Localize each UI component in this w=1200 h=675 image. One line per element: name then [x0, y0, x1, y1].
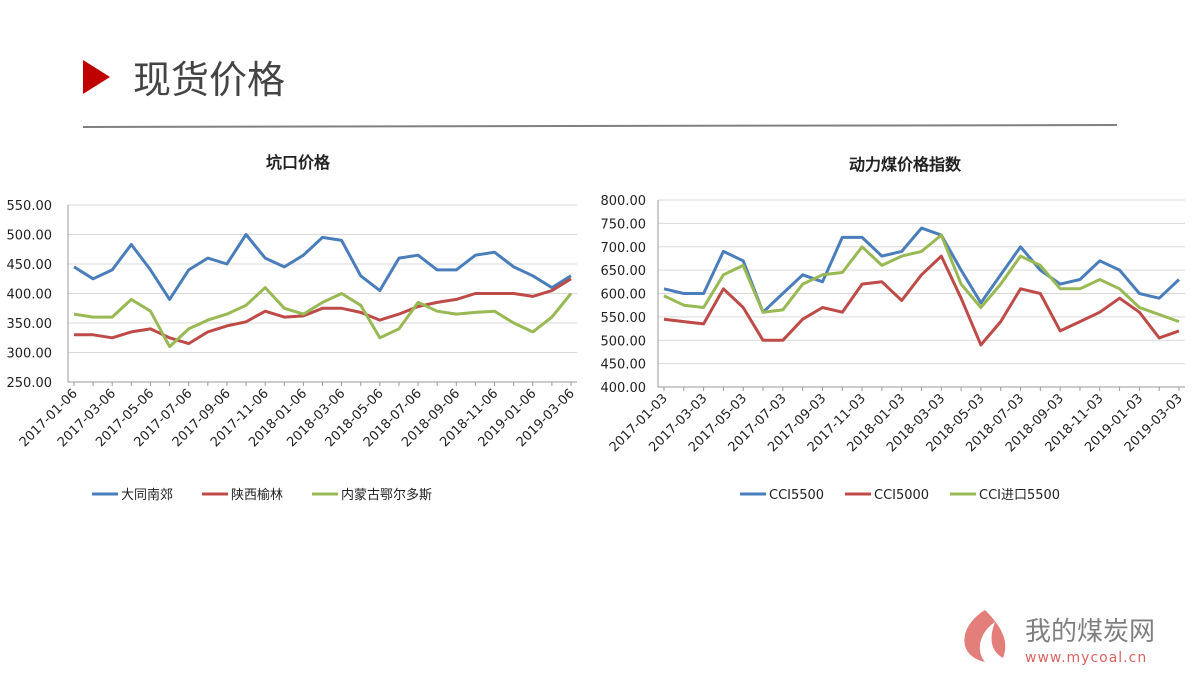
slide-title: 现货价格: [133, 58, 285, 102]
legend-label: 内蒙古鄂尔多斯: [341, 487, 432, 503]
y-tick-label: 300.00: [7, 347, 53, 362]
series-line: [663, 233, 1180, 324]
title-rule: [82, 124, 1118, 128]
chart: 动力煤价格指数 400.00 450.00 500.00 550.00 600.00 650…: [601, 155, 1186, 503]
series-line: [74, 277, 572, 346]
y-tick-label: 400.00: [7, 288, 53, 303]
y-tick-label: 550.00: [601, 311, 647, 326]
chart-title: 坑口价格: [266, 153, 331, 172]
series-line: [73, 233, 572, 301]
y-tick-label: 600.00: [601, 288, 647, 303]
legend-label: 大同南郊: [121, 487, 173, 503]
legend-label: CCI进口5500: [979, 488, 1060, 503]
y-tick-label: 450.00: [7, 258, 53, 273]
y-tick-label: 800.00: [601, 194, 647, 209]
y-tick-label: 250.00: [7, 376, 53, 391]
y-tick-label: 750.00: [601, 217, 647, 232]
watermark-url: www.mycoal.cn: [1025, 650, 1147, 666]
series-line: [73, 286, 573, 349]
y-tick-label: 450.00: [601, 358, 647, 373]
watermark-name: 我的煤炭网: [1025, 617, 1155, 647]
legend-label: CCI5500: [769, 488, 824, 503]
y-tick-label: 500.00: [7, 229, 53, 244]
y-tick-label: 350.00: [7, 317, 53, 332]
y-tick-label: 400.00: [601, 381, 647, 396]
watermark: 我的煤炭网 www.mycoal.cn: [964, 610, 1155, 666]
y-tick-label: 700.00: [601, 241, 647, 256]
legend-label: CCI5000: [874, 488, 929, 503]
y-tick-label: 500.00: [601, 334, 647, 349]
title-marker: [83, 60, 110, 94]
watermark-logo: [964, 610, 1006, 662]
y-tick-label: 650.00: [601, 264, 647, 279]
series-line: [663, 254, 1180, 347]
y-tick-label: 550.00: [7, 199, 53, 214]
chart: 坑口价格 250.00 300.00 350.00 400.00 450.00 500.00…: [7, 153, 578, 503]
legend-label: 陕西榆林: [231, 488, 283, 503]
chart-title: 动力煤价格指数: [849, 155, 962, 174]
